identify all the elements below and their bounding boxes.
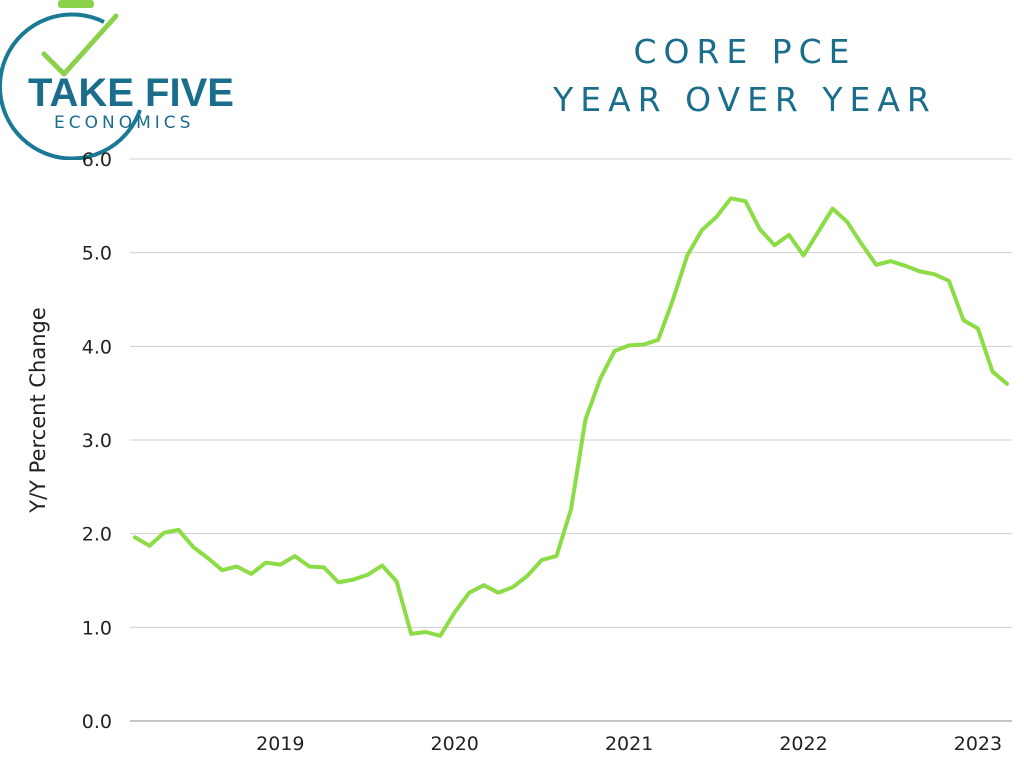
x-tick-label: 2021	[605, 733, 653, 755]
logo-line2: ECONOMICS	[54, 113, 194, 133]
series-line	[133, 196, 1009, 638]
y-tick-label: 5.0	[82, 243, 112, 265]
x-tick-labels: 2019 2020 2021 2022 2023	[256, 733, 1002, 755]
gridlines	[130, 158, 1012, 722]
y-tick-label: 2.0	[82, 524, 112, 546]
x-tick-label: 2019	[256, 733, 304, 755]
logo-line1: TAKE FIVE	[28, 71, 234, 115]
chart-subtitle: YEAR OVER YEAR	[553, 80, 937, 119]
x-tick-label: 2020	[431, 733, 479, 755]
y-tick-label: 0.0	[82, 711, 112, 733]
x-tick-label: 2023	[954, 733, 1002, 755]
x-tick-label: 2022	[779, 733, 827, 755]
y-tick-label: 6.0	[82, 149, 112, 171]
logo: TAKE FIVE ECONOMICS	[0, 0, 234, 160]
stopwatch-checkmark-icon	[0, 0, 142, 160]
y-tick-label: 1.0	[82, 617, 112, 639]
chart-title: CORE PCE	[633, 32, 857, 71]
y-tick-label: 4.0	[82, 336, 112, 358]
y-tick-label: 3.0	[82, 430, 112, 452]
series-lines	[133, 196, 1009, 638]
y-tick-labels: 0.0 1.0 2.0 3.0 4.0 5.0 6.0	[82, 149, 112, 733]
